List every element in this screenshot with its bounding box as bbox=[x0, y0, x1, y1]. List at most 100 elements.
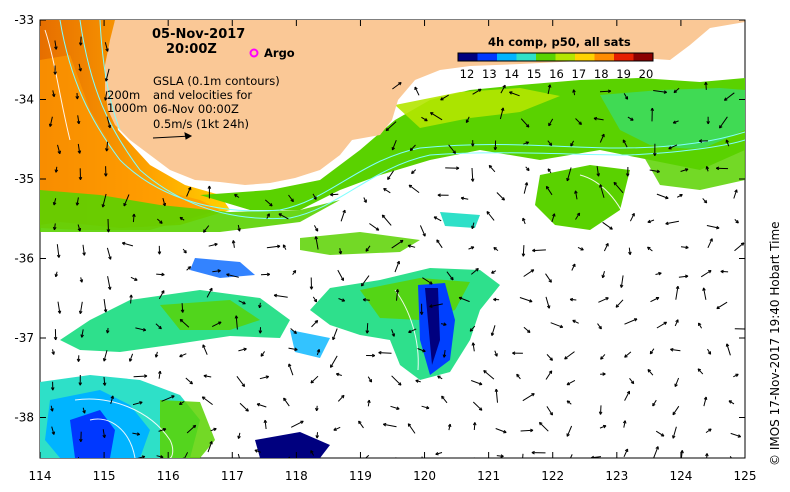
velocity-arrow bbox=[264, 199, 273, 207]
velocity-arrow bbox=[599, 184, 605, 198]
velocity-arrow bbox=[110, 395, 114, 404]
velocity-arrow-head bbox=[625, 173, 630, 177]
velocity-arrow-head bbox=[78, 176, 83, 181]
velocity-arrow bbox=[548, 118, 554, 127]
velocity-arrow-head bbox=[214, 242, 218, 247]
velocity-arrow bbox=[575, 212, 581, 220]
velocity-arrow-head bbox=[435, 451, 439, 456]
velocity-arrow bbox=[56, 244, 60, 258]
velocity-arrow bbox=[409, 144, 416, 151]
velocity-arrow-head bbox=[737, 434, 742, 438]
velocity-arrow-head bbox=[502, 84, 506, 89]
velocity-arrow bbox=[383, 423, 397, 428]
velocity-arrow bbox=[82, 244, 85, 256]
velocity-arrow-head bbox=[365, 330, 370, 334]
velocity-arrow-head bbox=[656, 169, 660, 174]
velocity-arrow-head bbox=[53, 336, 58, 341]
scale-arrow bbox=[152, 132, 193, 140]
velocity-arrow-head bbox=[564, 356, 568, 360]
velocity-arrow-head bbox=[387, 176, 391, 180]
velocity-arrow bbox=[706, 225, 720, 229]
velocity-arrow-head bbox=[391, 333, 395, 337]
velocity-arrow bbox=[470, 268, 479, 275]
velocity-arrow bbox=[461, 197, 469, 200]
velocity-arrow bbox=[385, 121, 397, 132]
velocity-arrow bbox=[383, 188, 391, 194]
velocity-arrow bbox=[551, 213, 555, 223]
velocity-arrow bbox=[333, 426, 341, 431]
velocity-arrow-head bbox=[622, 139, 626, 143]
velocity-arrow-head bbox=[239, 462, 242, 465]
velocity-arrow bbox=[520, 118, 530, 128]
velocity-arrow bbox=[665, 220, 679, 225]
velocity-arrow-head bbox=[622, 420, 627, 424]
velocity-arrow bbox=[77, 224, 81, 232]
latitude-labels: -33 -34 -35 -36 -37 -38 bbox=[14, 13, 34, 425]
velocity-arrow bbox=[310, 375, 319, 384]
velocity-arrow-head bbox=[598, 411, 603, 415]
velocity-arrow-head bbox=[258, 304, 262, 309]
velocity-arrow-head bbox=[672, 120, 677, 124]
velocity-arrow bbox=[421, 405, 430, 409]
velocity-arrow-head bbox=[51, 351, 55, 355]
velocity-arrow-head bbox=[609, 226, 613, 230]
velocity-arrow-head bbox=[708, 428, 712, 432]
velocity-arrow-head bbox=[547, 168, 551, 172]
colorbar-segment bbox=[458, 53, 478, 61]
colorbar-segment bbox=[516, 53, 537, 61]
velocity-arrow bbox=[396, 289, 399, 301]
lon-tick-label: 122 bbox=[541, 469, 564, 483]
velocity-arrow bbox=[672, 426, 677, 439]
velocity-arrow bbox=[102, 429, 106, 438]
velocity-arrow bbox=[102, 193, 107, 208]
velocity-arrow bbox=[650, 297, 660, 303]
velocity-arrow bbox=[54, 40, 57, 50]
velocity-arrow-head bbox=[300, 420, 304, 424]
velocity-arrow bbox=[414, 86, 420, 96]
velocity-arrow bbox=[103, 376, 106, 386]
velocity-arrow bbox=[162, 197, 166, 207]
velocity-arrow-head bbox=[48, 123, 53, 127]
velocity-arrow bbox=[238, 348, 247, 352]
velocity-arrow bbox=[656, 193, 669, 199]
velocity-arrow bbox=[203, 375, 212, 378]
velocity-arrow bbox=[129, 353, 134, 362]
velocity-arrow-head bbox=[108, 256, 112, 260]
velocity-arrow bbox=[232, 240, 235, 248]
velocity-arrow-head bbox=[531, 450, 535, 455]
velocity-arrow-head bbox=[647, 369, 651, 373]
lon-tick-label: 124 bbox=[669, 469, 692, 483]
velocity-arrow bbox=[472, 88, 482, 95]
velocity-arrow-head bbox=[685, 245, 689, 250]
velocity-arrow-head bbox=[723, 97, 728, 101]
velocity-arrow-head bbox=[399, 239, 404, 244]
velocity-arrow bbox=[107, 218, 109, 233]
velocity-arrow bbox=[624, 390, 630, 401]
velocity-arrow-head bbox=[158, 325, 162, 330]
velocity-arrow-head bbox=[521, 462, 524, 465]
velocity-arrow-head bbox=[362, 298, 366, 302]
velocity-arrow-head bbox=[158, 370, 162, 375]
velocity-arrow bbox=[545, 296, 550, 309]
velocity-arrow-head bbox=[77, 228, 82, 232]
velocity-arrow-head bbox=[103, 309, 108, 313]
gsla-line-4: 0.5m/s (1kt 24h) bbox=[153, 117, 249, 131]
velocity-arrow-head bbox=[530, 269, 535, 273]
velocity-arrow-head bbox=[516, 373, 520, 378]
velocity-arrow-head bbox=[128, 358, 133, 362]
velocity-arrow bbox=[522, 393, 535, 402]
velocity-arrow bbox=[523, 326, 531, 333]
velocity-arrow-head bbox=[57, 310, 62, 314]
velocity-arrow bbox=[407, 423, 416, 434]
velocity-arrow-head bbox=[532, 248, 536, 253]
velocity-arrow-head bbox=[203, 374, 207, 378]
velocity-arrow-head bbox=[521, 253, 526, 257]
velocity-arrow bbox=[421, 456, 423, 458]
velocity-arrow-head bbox=[407, 423, 412, 427]
velocity-arrow bbox=[364, 454, 370, 458]
velocity-arrow bbox=[81, 329, 84, 338]
velocity-arrow-head bbox=[601, 133, 605, 138]
velocity-arrow bbox=[330, 193, 339, 196]
velocity-arrow-head bbox=[725, 343, 730, 347]
velocity-arrow bbox=[417, 348, 426, 352]
